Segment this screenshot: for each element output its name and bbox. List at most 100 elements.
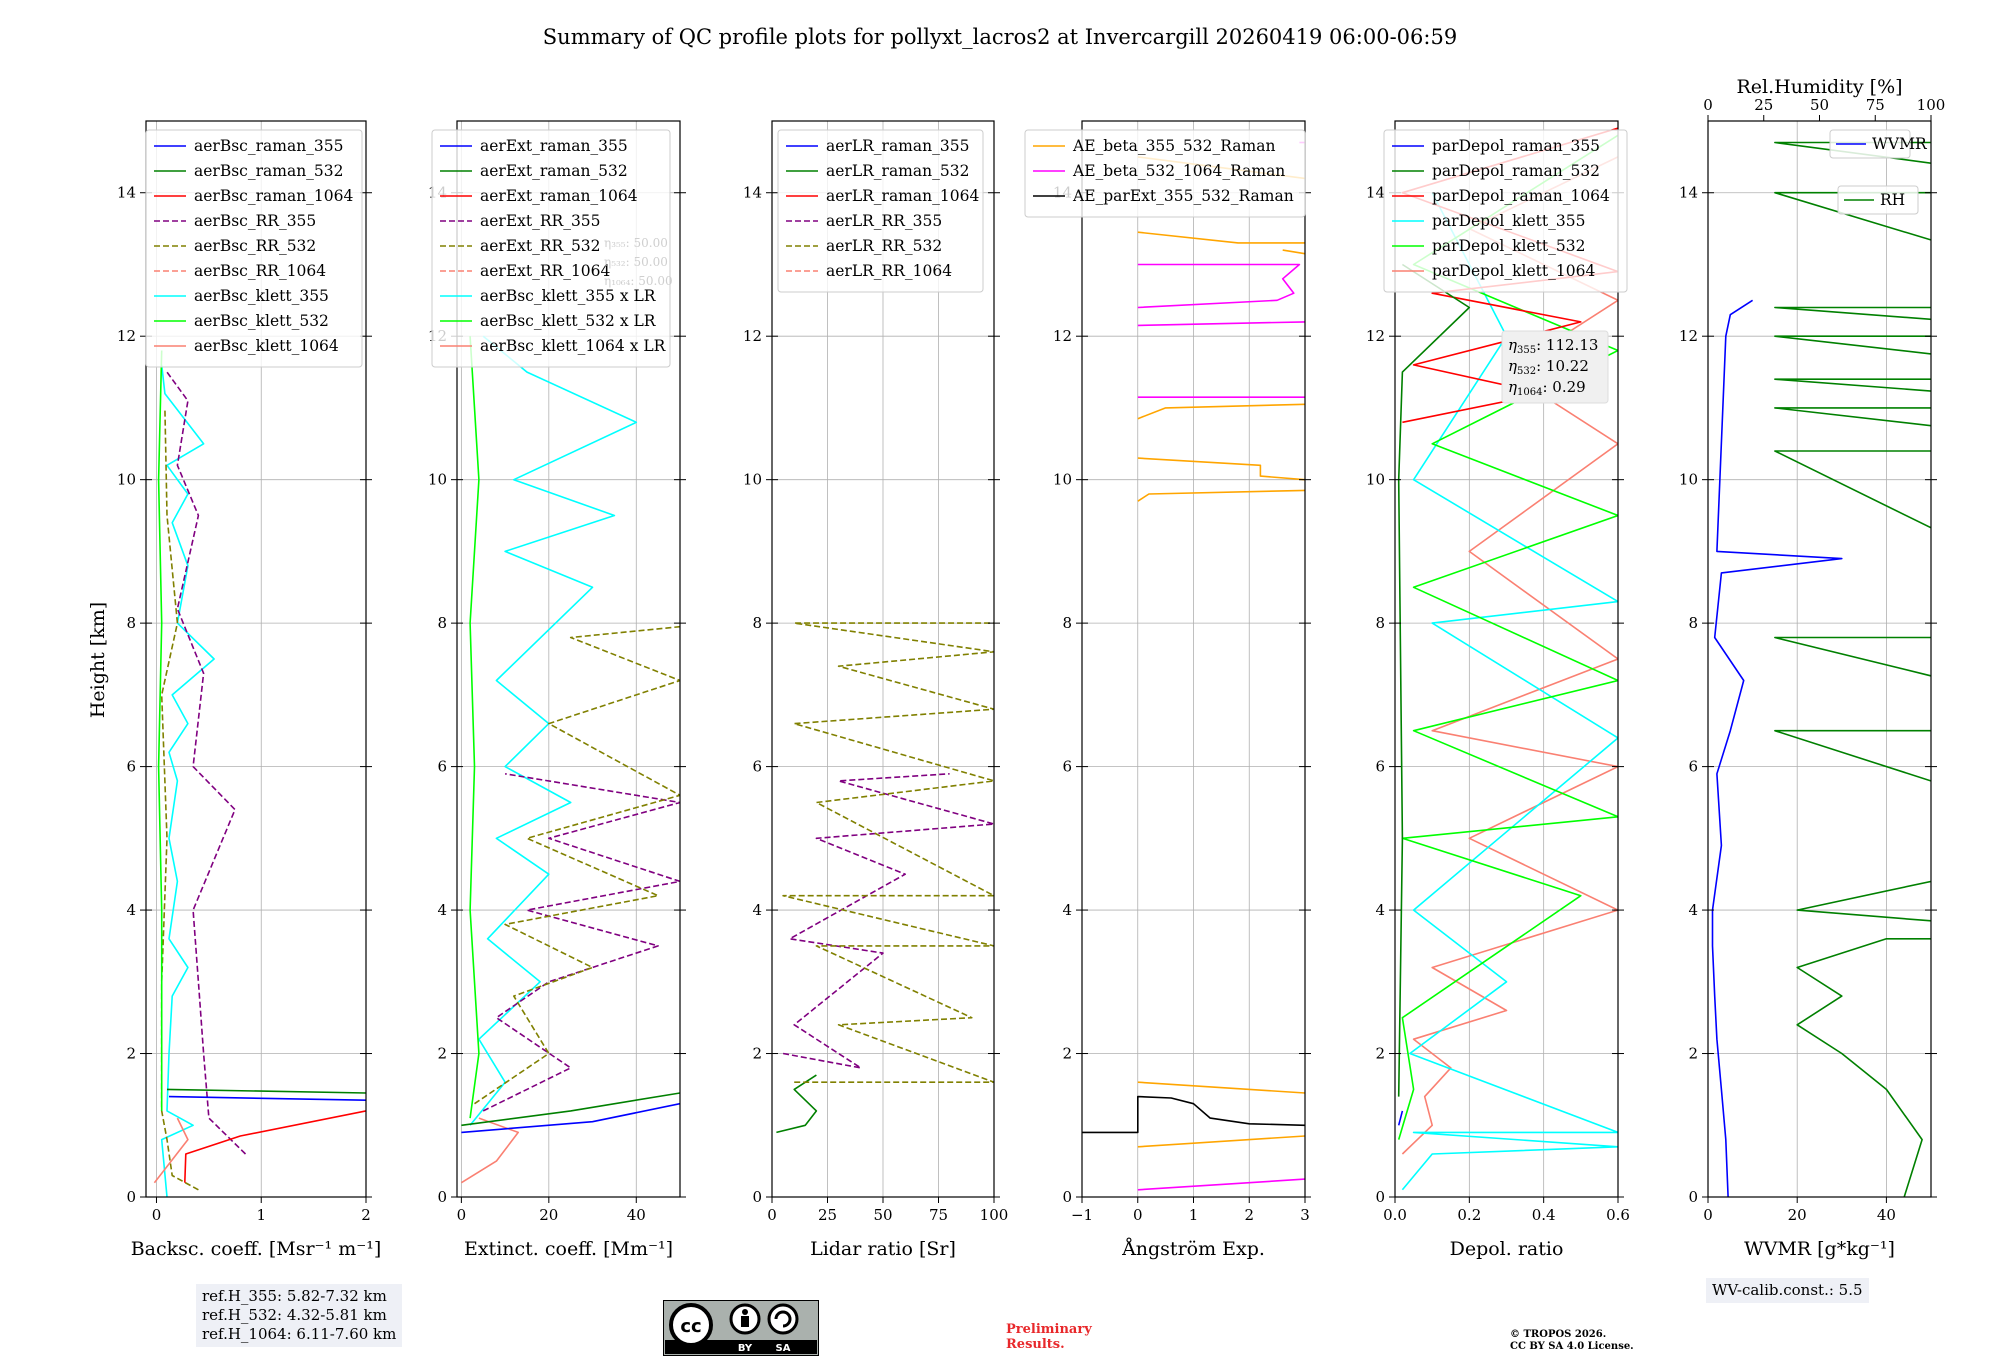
y-tick-label: 12	[1679, 327, 1698, 345]
series-AE_beta_355_532_Raman	[1137, 1081, 1305, 1094]
x-tick-label: 2	[361, 1206, 371, 1224]
series-aerBsc_RR_355	[166, 371, 247, 1155]
y-tick-label: 8	[437, 614, 447, 632]
x-tick-label: 40	[627, 1206, 646, 1224]
y-tick-label: 14	[1366, 184, 1385, 202]
legend-label: aerLR_raman_355	[826, 137, 969, 155]
series-aerLR_raman_532	[776, 1074, 818, 1134]
legend-label: aerLR_RR_355	[826, 212, 942, 230]
legend-label: aerBsc_raman_532	[194, 162, 344, 180]
top-tick-label: 100	[1917, 96, 1946, 114]
legend-label: parDepol_raman_355	[1432, 137, 1600, 155]
series-group	[1711, 141, 1931, 1197]
y-tick-label: 10	[1053, 471, 1072, 489]
legend: AE_beta_355_532_Raman AE_beta_532_1064_Ra…	[1024, 129, 1306, 218]
legend-label: RH	[1880, 191, 1905, 209]
legend-label: aerExt_RR_1064	[480, 262, 611, 280]
x-tick-label: 2	[1244, 1206, 1254, 1224]
legend-label: aerBsc_klett_532	[194, 312, 329, 330]
legend: aerLR_raman_355 aerLR_raman_532 aerLR_rama…	[777, 129, 984, 293]
series-aerBsc_klett_532 x LR	[469, 336, 480, 1119]
y-tick-label: 0	[126, 1188, 136, 1206]
panel-wv: 0 20 40 0 2 4 6 8 10 12 14 WVMR [g*kg⁻¹] 0 25 50 75 100 R…	[1679, 76, 1946, 1260]
eta-label-532: η532: 10.22	[1508, 357, 1589, 377]
y-tick-label: 10	[1679, 471, 1698, 489]
series-group	[776, 622, 994, 1134]
x-axis-label: Lidar ratio [Sr]	[810, 1238, 956, 1260]
y-tick-label: 14	[743, 184, 762, 202]
series-AE_beta_355_532_Raman	[1282, 249, 1305, 255]
preliminary-line-2: Results.	[1006, 1337, 1065, 1352]
top-tick-label: 25	[1754, 96, 1773, 114]
legend-label: aerBsc_klett_355	[194, 287, 329, 305]
y-tick-label: 2	[437, 1045, 447, 1063]
x-tick-label: 0	[1133, 1206, 1143, 1224]
y-tick-label: 2	[1375, 1045, 1385, 1063]
series-AE_beta_355_532_Raman	[1137, 1135, 1305, 1148]
y-tick-label: 12	[1366, 327, 1385, 345]
y-tick-label: 10	[428, 471, 447, 489]
cc-sa-label: SA	[776, 1343, 791, 1354]
y-tick-label: 0	[1688, 1188, 1698, 1206]
legend-box	[1837, 185, 1919, 215]
y-tick-label: 12	[743, 327, 762, 345]
y-tick-label: 0	[437, 1188, 447, 1206]
legend: aerBsc_raman_355 aerBsc_raman_532 aerBsc_r…	[145, 129, 363, 368]
preliminary-line-1: Preliminary	[1006, 1322, 1092, 1337]
legend-label: aerExt_raman_1064	[480, 187, 638, 205]
y-tick-label: 0	[1062, 1188, 1072, 1206]
legend-label: aerExt_raman_532	[480, 162, 628, 180]
axes-frame	[145, 120, 367, 1198]
y-tick-label: 2	[1688, 1045, 1698, 1063]
wv-calib-box: WV-calib.const.: 5.5	[1706, 1278, 1869, 1303]
x-tick-label: 25	[818, 1206, 837, 1224]
series-aerBsc_klett_355 x LR	[469, 335, 638, 1126]
series-aerExt_raman_355	[461, 1102, 680, 1134]
cc-license-logo: cc BY SA	[663, 1300, 819, 1356]
legend-label: parDepol_klett_1064	[1432, 262, 1595, 280]
legend-label: aerExt_RR_355	[480, 212, 601, 230]
legend-label: parDepol_raman_1064	[1432, 187, 1610, 205]
legend-label: aerBsc_klett_1064 x LR	[480, 337, 667, 355]
overlay-eta-label: η₃₅₅: 50.00	[604, 236, 668, 250]
x-tick-label: 40	[1877, 1206, 1896, 1224]
x-tick-label: 50	[873, 1206, 892, 1224]
y-tick-label: 4	[1062, 901, 1072, 919]
y-tick-label: 10	[743, 471, 762, 489]
series-AE_beta_532_1064_Raman	[1137, 321, 1305, 327]
x-tick-label: 1	[1189, 1206, 1199, 1224]
y-tick-label: 6	[752, 758, 762, 776]
top-tick-label: 50	[1810, 96, 1829, 114]
cc-by-label: BY	[738, 1343, 753, 1354]
legend-label: aerExt_RR_532	[480, 237, 601, 255]
legend-label: aerLR_raman_1064	[826, 187, 979, 205]
y-tick-label: 4	[752, 901, 762, 919]
y-axis-label: Height [km]	[87, 602, 109, 718]
series-aerBsc_klett_532	[157, 350, 163, 1111]
svg-text:cc: cc	[680, 1316, 701, 1337]
overlay-eta-label: η₁₀₆₄: 50.00	[604, 274, 673, 288]
ref-height-1064: ref.H_1064: 6.11-7.60 km	[202, 1325, 397, 1343]
legend: WVMR RH	[1829, 129, 1928, 215]
axes-frame	[1394, 120, 1619, 1198]
x-tick-label: 0	[767, 1206, 777, 1224]
series-group	[460, 335, 680, 1184]
y-tick-label: 6	[437, 758, 447, 776]
wv-calib-text: WV-calib.const.: 5.5	[1712, 1281, 1863, 1299]
legend-label: aerBsc_RR_532	[194, 237, 316, 255]
series-aerLR_RR_355	[782, 773, 994, 1069]
series-aerBsc_raman_355	[168, 1095, 366, 1101]
series-aerBsc_klett_1064 x LR	[460, 1117, 520, 1184]
x-axis-label: Depol. ratio	[1450, 1238, 1564, 1260]
copyright-note: © TROPOS 2026. CC BY SA 4.0 License.	[1510, 1329, 1634, 1353]
legend-label: WVMR	[1872, 135, 1928, 153]
series-AE_parExt_355_532_Raman	[1082, 1095, 1305, 1134]
series-aerExt_RR_532	[474, 625, 680, 1105]
x-tick-label: 20	[1788, 1206, 1807, 1224]
x-tick-label: 75	[929, 1206, 948, 1224]
legend-label: aerBsc_klett_355 x LR	[480, 287, 657, 305]
x-tick-label: 0.0	[1383, 1206, 1407, 1224]
legend-label: aerLR_raman_532	[826, 162, 969, 180]
